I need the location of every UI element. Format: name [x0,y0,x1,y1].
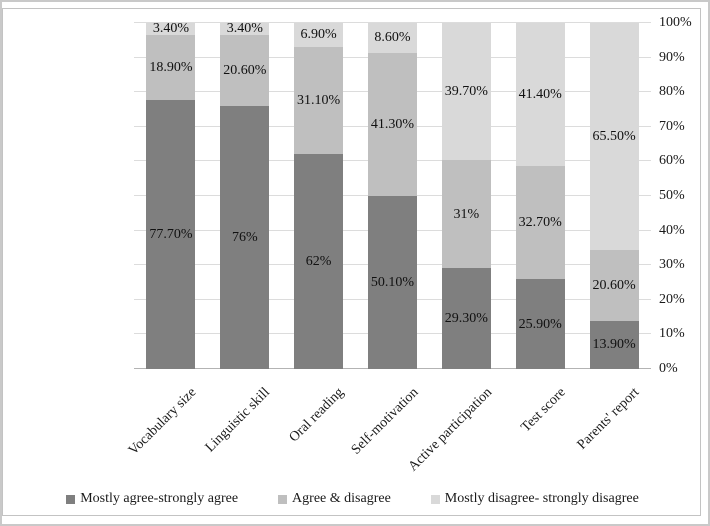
bar: 25.90% 32.70% 41.40% [515,23,565,369]
bar-segment-label: 29.30% [444,310,488,326]
bar-segment-label: 20.60% [592,277,636,293]
legend-item: Agree & disagree [278,491,391,507]
y-axis-tick-label: 50% [659,188,685,203]
bar: 76% 20.60% 3.40% [220,21,270,369]
legend-color-swatch-icon [66,494,76,504]
bar-column: 50.10% 41.30% 8.60% [356,23,430,369]
bar-segment-label: 76% [231,230,258,246]
bar-column: 62% 31.10% 6.90% [282,23,356,369]
bar-segment-label: 32.70% [518,215,562,231]
y-axis-tick-label: 0% [659,361,678,376]
y-axis-tick-label: 60% [659,153,685,169]
bar-segment-label: 50.10% [370,274,415,290]
bar-column: 13.90% 20.60% 65.50% [577,23,651,369]
legend-label: Mostly agree-strongly agree [80,491,239,506]
bar-segment: 76% [220,106,270,369]
legend-color-swatch-icon [430,494,440,504]
bar-segment-label: 39.70% [444,84,488,100]
bar: 62% 31.10% 6.90% [294,23,344,369]
x-axis-category-label: Oral reading [286,385,348,446]
bar: 50.10% 41.30% 8.60% [368,23,417,369]
bar-segment-label: 31% [453,206,480,222]
x-axis-category-label: Vocabulary size [126,385,200,459]
bar-segment-label: 13.90% [592,337,636,353]
bar-segment-label: 65.50% [592,128,636,144]
bar-column: 76% 20.60% 3.40% [208,21,282,369]
bar-segment: 31% [441,160,491,268]
legend-item: Mostly agree-strongly agree [66,491,238,507]
bar-segment: 13.90% [589,320,639,369]
legend: Mostly agree-strongly agree Agree & disa… [3,491,702,507]
bar-segment: 39.70% [441,23,491,161]
bar: 13.90% 20.60% 65.50% [589,23,639,369]
y-axis-tick-label: 30% [659,257,685,273]
bar-segment: 20.60% [220,34,270,107]
bar-segment: 65.50% [589,23,639,250]
bar-segment: 31.10% [294,46,344,155]
bar-segment-label: 8.60% [374,30,411,46]
bar-segment: 50.10% [368,195,417,369]
bar-segment: 29.30% [441,267,491,369]
bar-segment: 77.70% [146,100,196,369]
y-axis-tick-label: 10% [659,326,685,342]
bar-column: 77.70% 18.90% 3.40% [134,21,208,369]
legend-color-swatch-icon [278,494,288,504]
bar-segment: 32.70% [515,166,565,280]
y-axis-tick-label: 20% [659,291,685,307]
x-axis-category-label: Parents' report [575,385,643,453]
bar-segment-label: 62% [305,254,332,270]
bar-segment: 41.30% [368,52,417,196]
legend-label: Mostly disagree- strongly disagree [444,491,639,506]
bar-segment-label: 77.70% [149,227,193,243]
legend-item: Mostly disagree- strongly disagree [430,491,639,507]
legend-label: Agree & disagree [292,491,391,506]
bar-segment-label: 3.40% [226,21,263,37]
bar-segment: 62% [294,154,344,369]
bar: 77.70% 18.90% 3.40% [146,21,196,369]
bar-segment: 6.90% [294,23,344,47]
x-axis-category-label: Linguistic skill [203,385,274,456]
x-axis: Vocabulary size Linguistic skill Oral read… [3,369,702,487]
bar-column: 25.90% 32.70% 41.40% [503,23,577,369]
bar-segment: 8.60% [368,23,417,53]
y-axis-tick-label: 40% [659,222,685,238]
bar-segment-label: 20.60% [223,62,267,78]
bars-layer: 77.70% 18.90% 3.40% 76% 20.60% 3.40% 62% 31.10%… [134,21,651,369]
bar-segment: 20.60% [589,249,639,321]
chart-figure: 77.70% 18.90% 3.40% 76% 20.60% 3.40% 62% 31.10%… [2,8,701,516]
bar-segment: 41.40% [515,23,565,167]
bar-segment-label: 31.10% [297,93,341,109]
bar-segment-label: 18.90% [149,59,193,75]
bar-segment-label: 41.40% [518,87,562,103]
plot-area: 77.70% 18.90% 3.40% 76% 20.60% 3.40% 62% 31.10%… [134,21,651,369]
bar-segment: 25.90% [515,279,565,369]
bar-column: 29.30% 31% 39.70% [429,23,503,369]
y-axis: 0% 10% 20% 30% 40% 50% 60% 70% 80% 90% 100% [659,15,701,376]
y-axis-tick-label: 70% [659,118,685,134]
bar-segment-label: 41.30% [370,116,415,132]
y-axis-tick-label: 80% [659,84,685,100]
x-axis-category-label: Self-motivation [348,385,422,458]
bar-segment: 3.40% [146,21,196,37]
gridline [134,22,651,23]
y-axis-tick-label: 100% [659,15,692,30]
bar-segment-label: 6.90% [300,27,337,43]
bar-segment-label: 25.90% [518,316,562,332]
bar-segment: 3.40% [220,21,270,37]
bar: 29.30% 31% 39.70% [441,23,491,369]
y-axis-tick-label: 90% [659,49,685,65]
bar-segment: 18.90% [146,34,196,101]
x-axis-category-label: Test score [518,385,569,436]
bar-segment-label: 3.40% [152,21,189,37]
